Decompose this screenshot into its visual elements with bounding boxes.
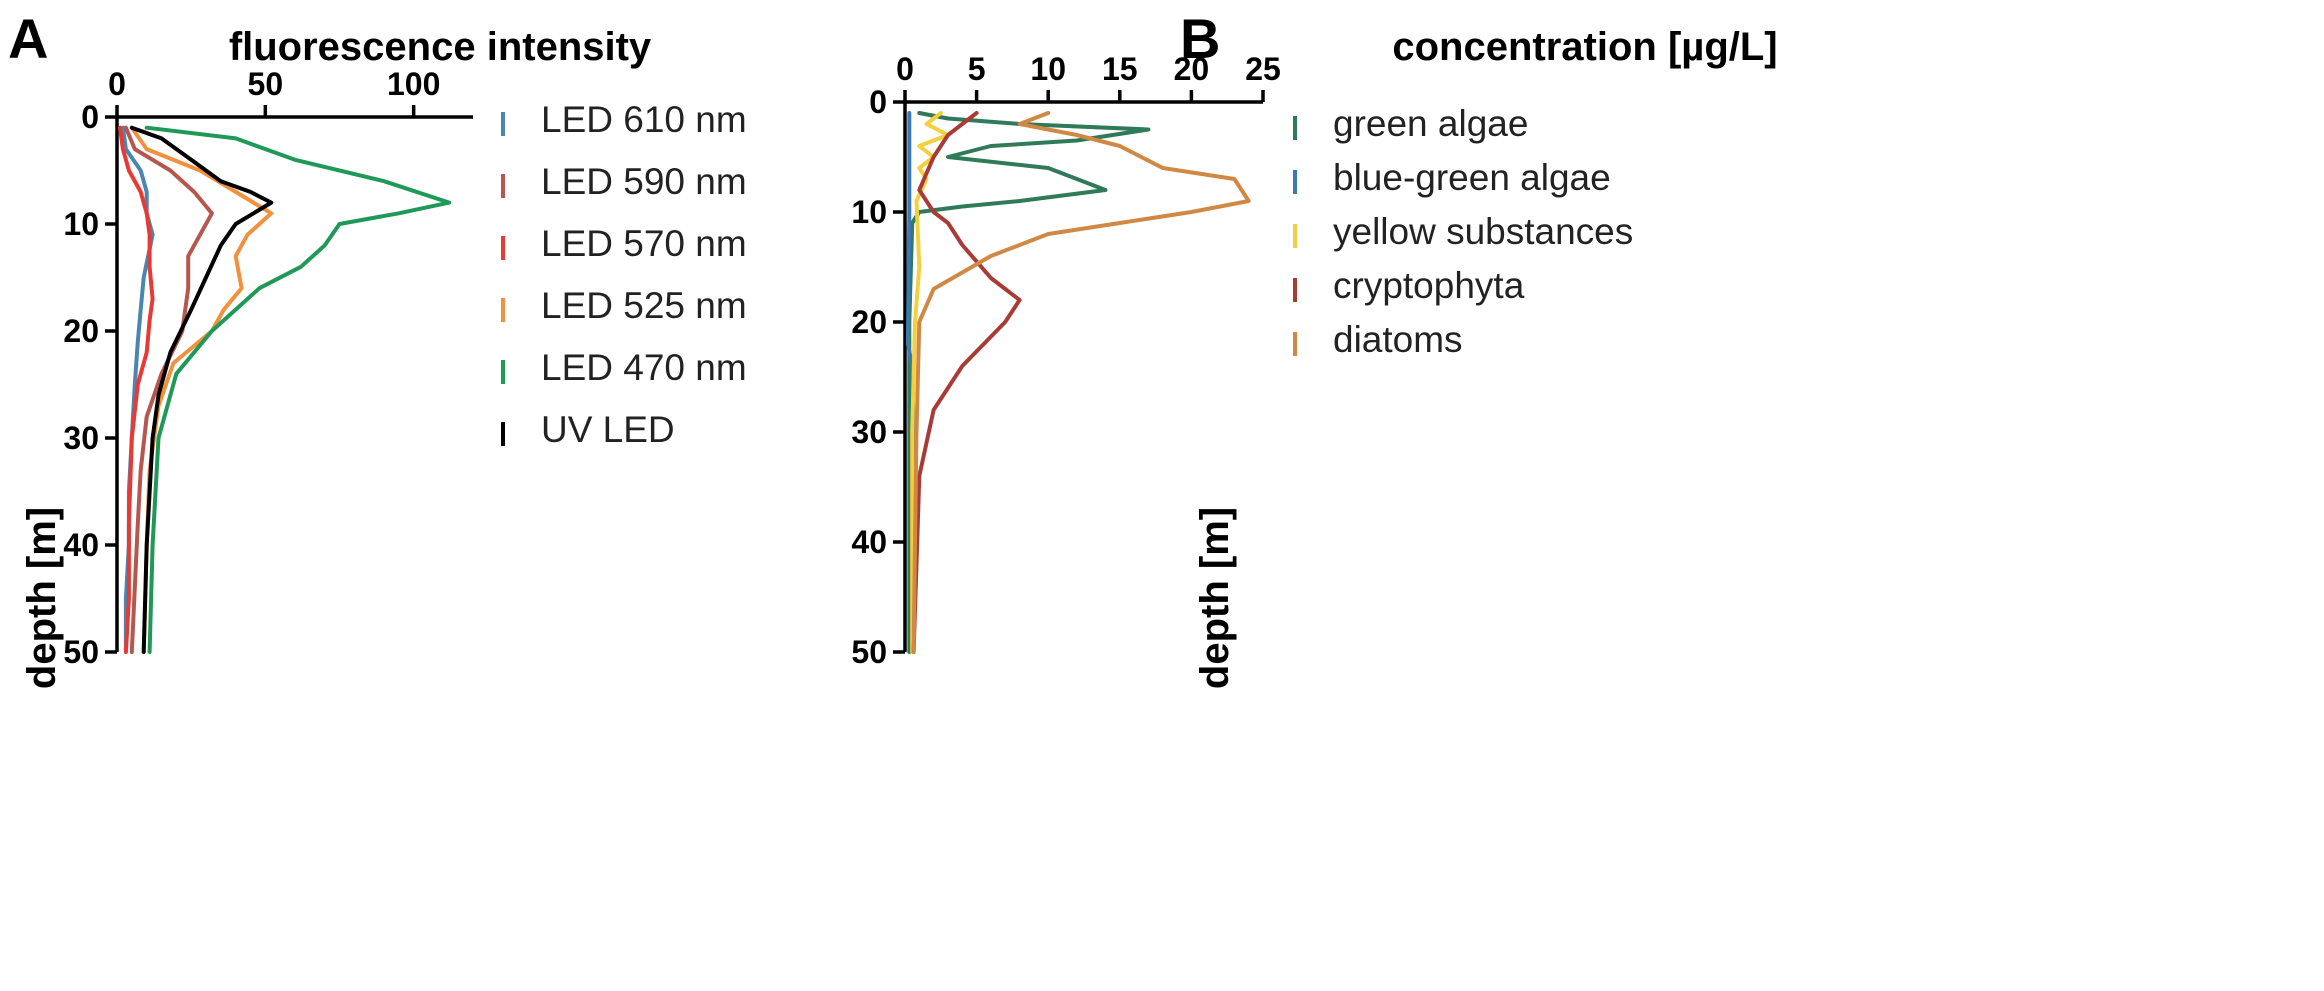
chart-a-x-tick-labels: 0 50 100 xyxy=(108,66,440,102)
legend-label-led-610-nm: LED 610 nm xyxy=(541,99,747,140)
chart-a-title: fluorescence intensity xyxy=(229,25,652,69)
legend-label-blue-green-algae: blue-green algae xyxy=(1333,157,1611,198)
legend-label-yellow-substances: yellow substances xyxy=(1333,211,1633,252)
chart-a-axes xyxy=(105,105,473,654)
x-tick-label: 20 xyxy=(1174,51,1210,87)
x-tick-label: 10 xyxy=(1030,51,1066,87)
series-led-590-nm xyxy=(123,125,214,654)
legend-label-cryptophyta: cryptophyta xyxy=(1333,265,1525,306)
series-cryptophyta xyxy=(911,111,1022,654)
panel-letter-a: A xyxy=(8,7,48,70)
legend-label-green-algae: green algae xyxy=(1333,103,1528,144)
x-tick-label: 100 xyxy=(387,66,440,102)
chart-b-series xyxy=(905,111,1251,654)
panel-a: fluorescence intensity depth [m] 0 50 100 … xyxy=(20,25,747,689)
series-green-algae xyxy=(907,111,1151,654)
series-led-570-nm xyxy=(118,125,155,654)
y-tick-label: 30 xyxy=(851,414,887,450)
y-tick-label: 50 xyxy=(63,634,99,670)
x-tick-label: 15 xyxy=(1102,51,1138,87)
x-tick-label: 5 xyxy=(968,51,986,87)
chart-a-ylabel: depth [m] xyxy=(20,507,64,689)
y-tick-label: 0 xyxy=(81,99,99,135)
chart-b-y-tick-labels: 0 10 20 30 40 50 xyxy=(851,84,887,670)
x-tick-label: 0 xyxy=(896,51,914,87)
chart-b-axes xyxy=(893,90,1265,654)
y-tick-label: 10 xyxy=(851,194,887,230)
chart-b-x-tick-labels: 0 5 10 15 20 25 xyxy=(896,51,1281,87)
series-led-470-nm xyxy=(144,125,452,654)
chart-a-series xyxy=(118,125,452,654)
chart-b-ylabel: depth [m] xyxy=(1193,507,1237,689)
legend-label-led-470-nm: LED 470 nm xyxy=(541,347,747,388)
y-tick-label: 30 xyxy=(63,420,99,456)
x-tick-label: 0 xyxy=(108,66,126,102)
legend-label-led-590-nm: LED 590 nm xyxy=(541,161,747,202)
x-tick-label: 50 xyxy=(248,66,284,102)
y-tick-label: 20 xyxy=(851,304,887,340)
x-tick-label: 25 xyxy=(1245,51,1281,87)
legend-label-diatoms: diatoms xyxy=(1333,319,1463,360)
y-tick-label: 40 xyxy=(63,527,99,563)
series-uv-led xyxy=(129,125,274,654)
series-yellow-substances xyxy=(910,111,950,654)
y-tick-label: 0 xyxy=(869,84,887,120)
legend-label-led-570-nm: LED 570 nm xyxy=(541,223,747,264)
panel-b: concentration [µg/L] depth [m] 0 5 10 15 20 2… xyxy=(851,25,1777,689)
y-tick-label: 20 xyxy=(63,313,99,349)
chart-b-legend: green algae blue-green algae yellow substa… xyxy=(1293,103,1633,360)
chart-a-y-tick-labels: 0 10 20 30 40 50 xyxy=(63,99,99,670)
legend-label-uv-led: UV LED xyxy=(541,409,675,450)
panel-letter-b: B xyxy=(1180,7,1220,70)
series-diatoms xyxy=(911,111,1251,654)
chart-a-legend: LED 610 nm LED 590 nm LED 570 nm LED 525 nm… xyxy=(501,99,747,450)
chart-b-title: concentration [µg/L] xyxy=(1392,25,1777,69)
y-tick-label: 50 xyxy=(851,634,887,670)
y-tick-label: 40 xyxy=(851,524,887,560)
y-tick-label: 10 xyxy=(63,206,99,242)
legend-label-led-525-nm: LED 525 nm xyxy=(541,285,747,326)
